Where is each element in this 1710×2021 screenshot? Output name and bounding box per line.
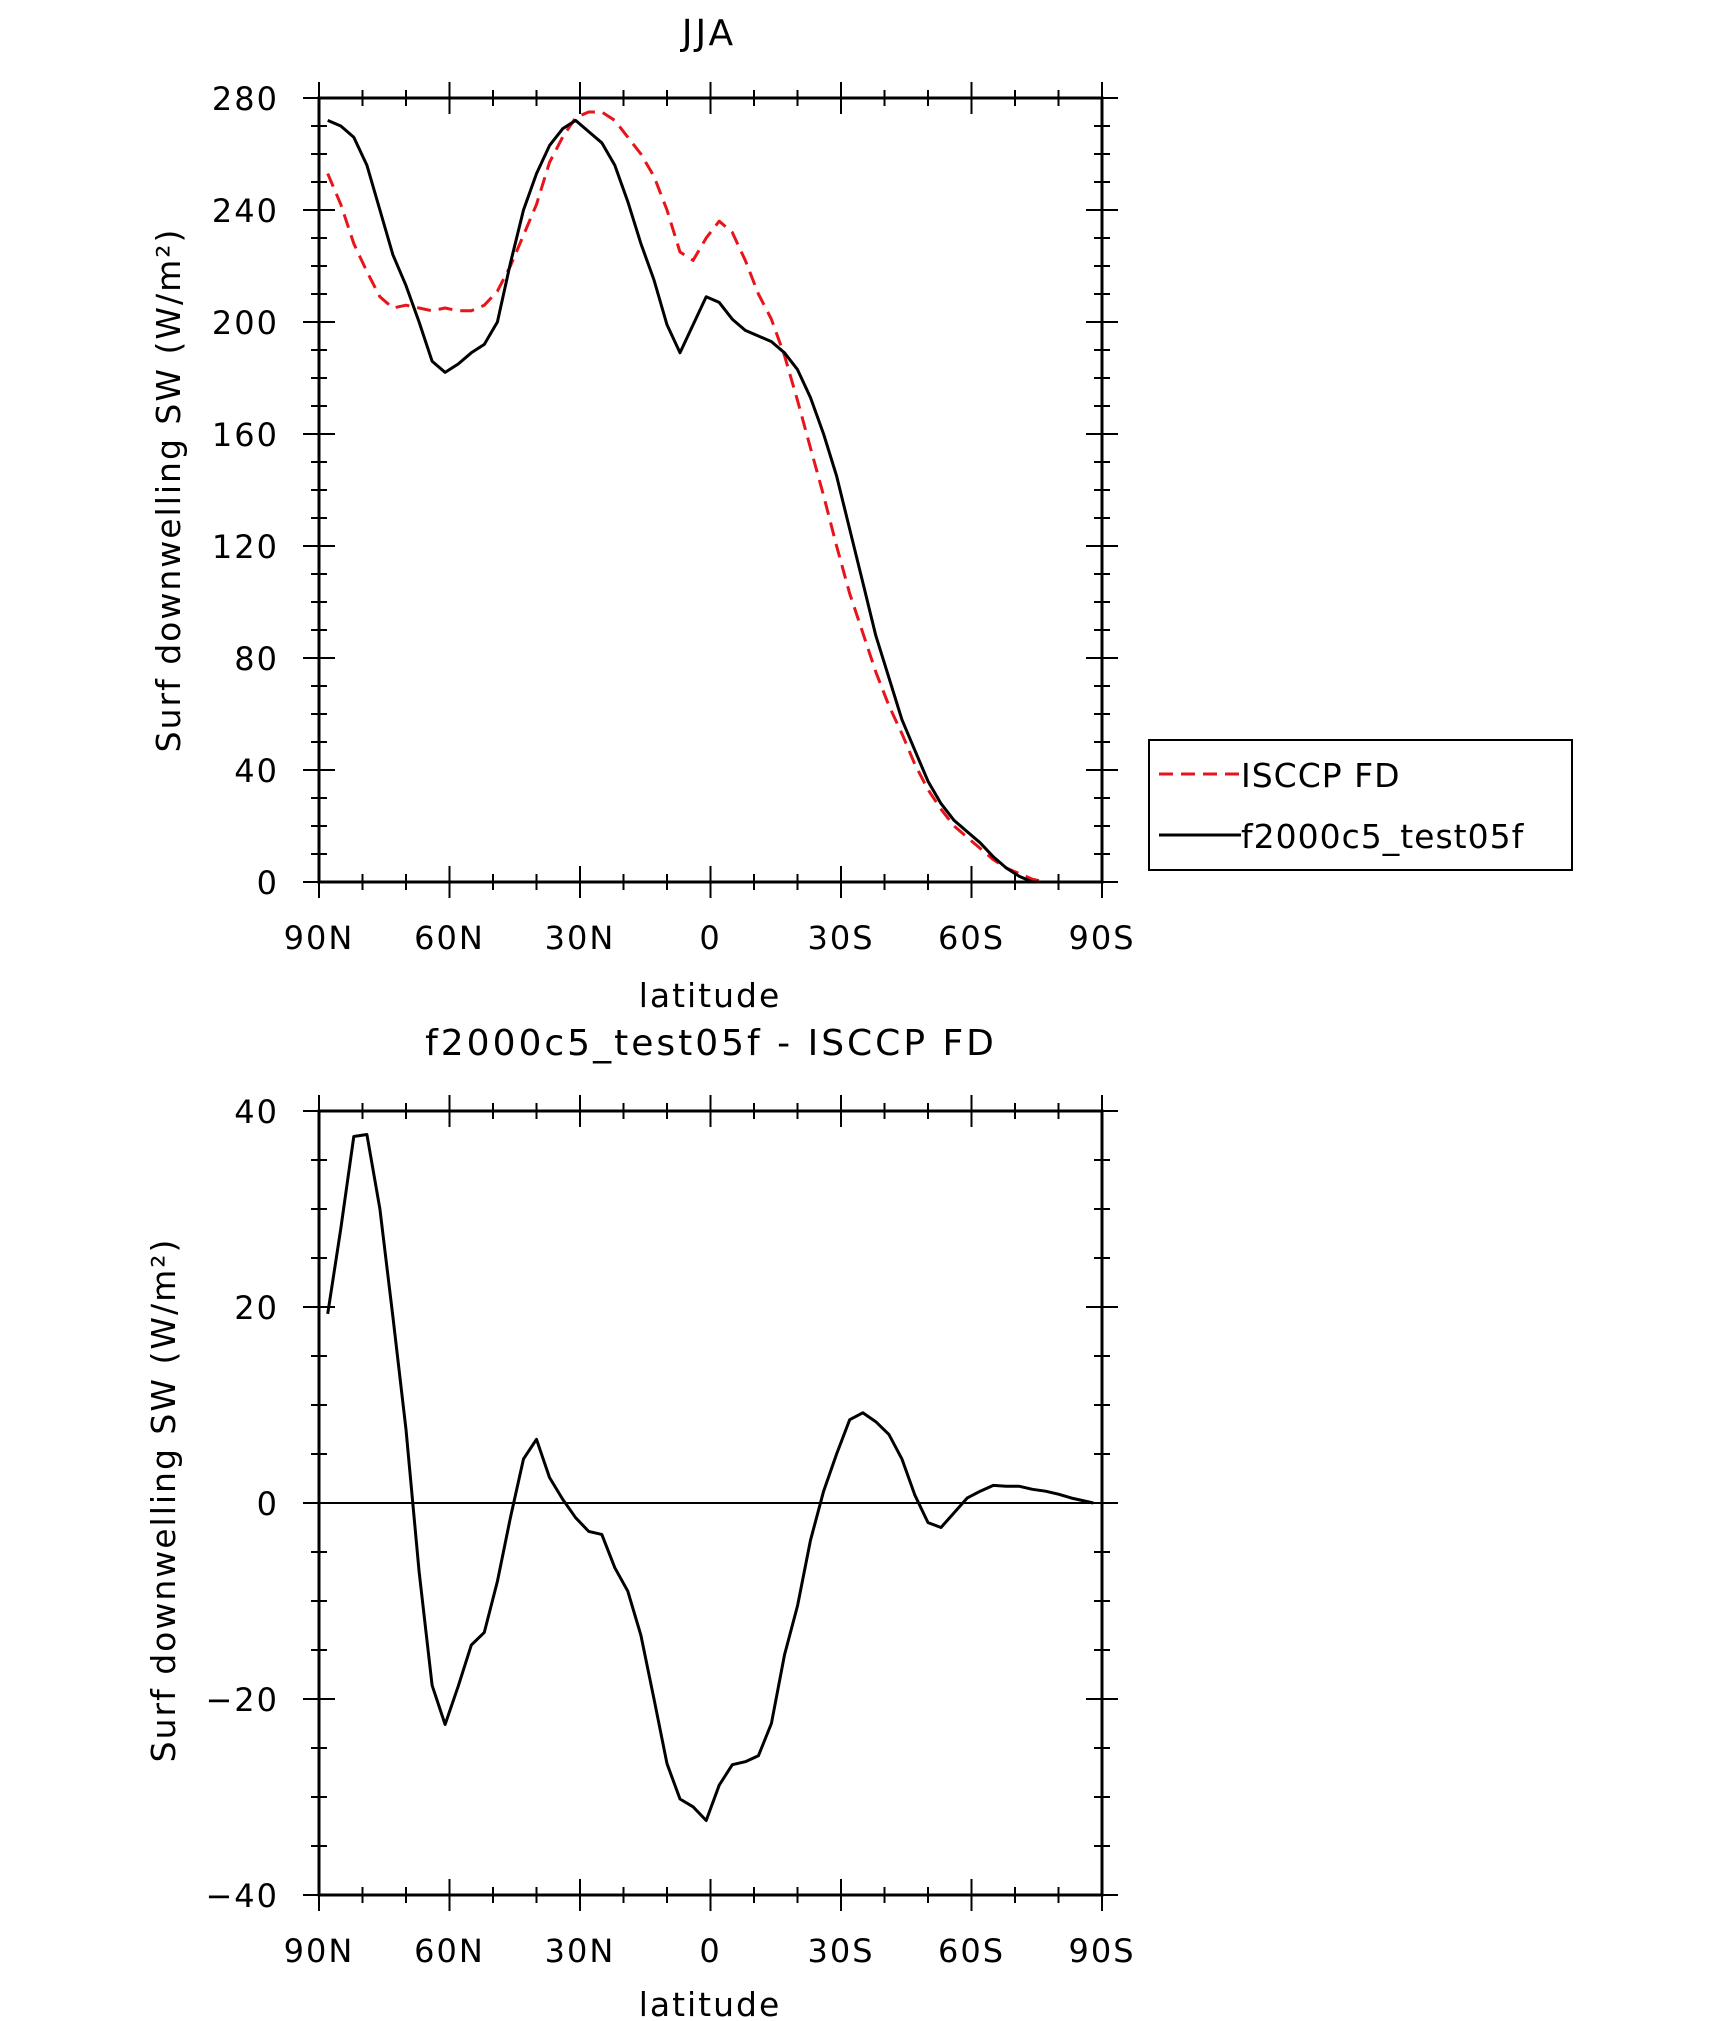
series-line-isccp-fd xyxy=(326,110,1094,884)
chart-title: JJA xyxy=(680,13,736,54)
y-tick-label: 20 xyxy=(234,1289,279,1327)
x-tick-label: 90N xyxy=(284,1932,355,1970)
plot-frame xyxy=(317,96,1104,884)
plot-frame xyxy=(317,1109,1104,1897)
legend-label-isccp-fd: ISCCP FD xyxy=(1241,756,1401,795)
x-axis-label: latitude xyxy=(639,1985,782,2021)
series-group xyxy=(326,1133,1094,1822)
chart-title: f2000c5_test05f - ISCCP FD xyxy=(425,1023,997,1064)
y-axis-label: Surf downwelling SW (W/m²) xyxy=(144,1238,183,1763)
x-tick-label: 90N xyxy=(284,919,355,957)
y-tick-label: 240 xyxy=(212,192,279,230)
x-tick-label: 30N xyxy=(545,919,616,957)
legend: ISCCP FD f2000c5_test05f xyxy=(1148,739,1573,871)
tick-marks xyxy=(303,82,1118,898)
top-panel: JJA 0 40 80 120 160 200 240 280 90N 60N 30N 0 30S 60… xyxy=(149,13,1135,1015)
legend-label-f2000c5: f2000c5_test05f xyxy=(1241,817,1525,856)
x-tick-label: 90S xyxy=(1068,1932,1135,1970)
x-tick-label: 0 xyxy=(699,919,721,957)
y-tick-labels: 0 40 80 120 160 200 240 280 xyxy=(212,80,279,902)
y-tick-label: 40 xyxy=(234,1093,279,1131)
y-tick-label: −20 xyxy=(205,1681,279,1719)
y-tick-label: 200 xyxy=(212,304,279,342)
x-axis-label: latitude xyxy=(639,976,782,1015)
y-tick-label: 120 xyxy=(212,528,279,566)
y-tick-label: 0 xyxy=(257,864,279,902)
y-tick-label: 280 xyxy=(212,80,279,118)
y-tick-label: 80 xyxy=(234,640,279,678)
x-tick-labels: 90N 60N 30N 0 30S 60S 90S xyxy=(284,1932,1135,1970)
x-tick-label: 60N xyxy=(414,1932,485,1970)
y-tick-label: 40 xyxy=(234,752,279,790)
x-tick-labels: 90N 60N 30N 0 30S 60S 90S xyxy=(284,919,1135,957)
y-tick-label: 0 xyxy=(257,1485,279,1523)
y-tick-labels: −40 −20 0 20 40 xyxy=(205,1093,279,1915)
y-axis-label: Surf downwelling SW (W/m²) xyxy=(149,228,188,753)
x-tick-label: 60N xyxy=(414,919,485,957)
y-tick-label: −40 xyxy=(205,1877,279,1915)
x-tick-label: 60S xyxy=(938,1932,1005,1970)
x-tick-label: 60S xyxy=(938,919,1005,957)
x-tick-label: 30N xyxy=(545,1932,616,1970)
legend-box xyxy=(1148,739,1573,871)
x-tick-label: 0 xyxy=(699,1932,721,1970)
series-line-difference xyxy=(326,1133,1094,1822)
x-tick-label: 30S xyxy=(807,1932,874,1970)
x-tick-label: 90S xyxy=(1068,919,1135,957)
bottom-panel: f2000c5_test05f - ISCCP FD −40 −20 0 20 40 9… xyxy=(144,1023,1135,2021)
x-tick-label: 30S xyxy=(807,919,874,957)
y-tick-label: 160 xyxy=(212,416,279,454)
series-line-f2000c5-test05f xyxy=(327,118,1094,884)
tick-marks xyxy=(303,1095,1118,1911)
series-group xyxy=(326,110,1094,884)
